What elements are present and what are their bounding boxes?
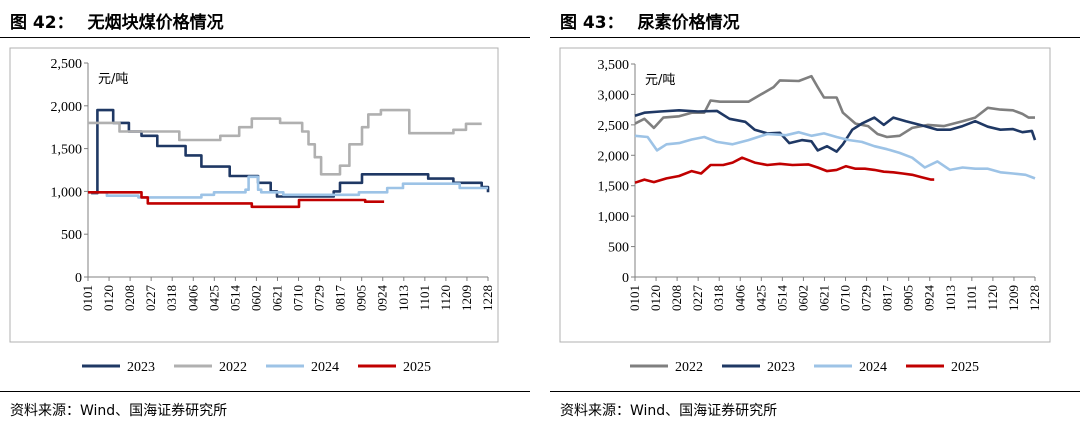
x-tick-label: 0208 <box>122 285 137 311</box>
legend-label-2022: 2022 <box>675 360 703 375</box>
series-line-2023 <box>634 109 1037 153</box>
y-tick-label: 1,000 <box>598 210 630 225</box>
y-tick-label: 1,000 <box>51 185 83 200</box>
y-tick-label: 2,000 <box>51 100 83 115</box>
figure-title: 图 42： 无烟块煤价格情况 <box>10 8 224 33</box>
x-tick-label: 0924 <box>922 285 937 312</box>
x-tick-label: 0710 <box>291 285 306 311</box>
legend-label-2025: 2025 <box>403 360 431 375</box>
x-tick-label: 0227 <box>690 285 705 312</box>
figure-caption: 无烟块煤价格情况 <box>87 13 224 33</box>
legend-label-2024: 2024 <box>311 360 339 375</box>
x-tick-label: 1120 <box>985 285 1000 311</box>
x-tick-label: 0602 <box>248 285 263 311</box>
top-rule <box>550 37 1080 38</box>
y-tick-label: 500 <box>608 241 629 256</box>
x-tick-label: 0905 <box>901 285 916 311</box>
x-tick-label: 0710 <box>838 285 853 311</box>
x-tick-label: 1228 <box>1027 285 1042 311</box>
x-tick-label: 0120 <box>101 285 116 311</box>
x-tick-label: 0817 <box>333 285 348 312</box>
x-tick-label: 0621 <box>269 285 284 311</box>
top-rule <box>0 37 530 38</box>
x-tick-label: 1013 <box>396 285 411 311</box>
x-tick-label: 0120 <box>648 285 663 311</box>
y-tick-label: 2,500 <box>598 119 630 134</box>
x-tick-label: 0514 <box>774 285 789 312</box>
legend-label-2023: 2023 <box>127 360 155 375</box>
x-tick-label: 0425 <box>753 285 768 311</box>
unit-label: 元/吨 <box>645 73 675 88</box>
series-line-2022 <box>634 74 1035 139</box>
series-line-2024 <box>634 130 1036 180</box>
x-tick-label: 0729 <box>312 285 327 311</box>
figure-number: 图 43： <box>560 13 624 33</box>
plot-frame <box>9 47 499 343</box>
source-note: 资料来源：Wind、国海证券研究所 <box>10 403 228 419</box>
legend-label-2025: 2025 <box>951 360 979 375</box>
bottom-rule <box>550 391 1080 392</box>
y-tick-label: 500 <box>61 228 82 243</box>
x-tick-label: 1120 <box>438 285 453 311</box>
legend-label-2023: 2023 <box>767 360 795 375</box>
x-tick-label: 0406 <box>185 285 200 312</box>
series-line-2022 <box>88 108 482 176</box>
x-tick-label: 0425 <box>206 285 221 311</box>
x-tick-label: 0602 <box>795 285 810 311</box>
x-tick-label: 0924 <box>375 285 390 312</box>
source-note: 资料来源：Wind、国海证券研究所 <box>560 403 778 419</box>
x-tick-label: 0227 <box>143 285 158 312</box>
unit-label: 元/吨 <box>98 72 128 87</box>
x-tick-label: 0101 <box>627 285 642 311</box>
legend-label-2022: 2022 <box>219 360 247 375</box>
x-tick-label: 1209 <box>459 285 474 311</box>
figure-caption: 尿素价格情况 <box>637 13 740 33</box>
x-tick-label: 1013 <box>943 285 958 311</box>
x-tick-label: 1228 <box>480 285 495 311</box>
x-tick-label: 0621 <box>816 285 831 311</box>
legend-label-2024: 2024 <box>859 360 887 375</box>
figure-42-panel: 图 42： 无烟块煤价格情况 2,500 2,000 1,500 1,000 500 0 01… <box>0 0 530 425</box>
x-tick-label: 1101 <box>964 285 979 311</box>
x-tick-label: 0817 <box>880 285 895 312</box>
x-tick-label: 0905 <box>354 285 369 311</box>
x-tick-label: 0318 <box>711 285 726 311</box>
y-tick-label: 0 <box>75 271 82 286</box>
y-tick-label: 3,000 <box>598 88 630 103</box>
x-tick-label: 1209 <box>1006 285 1021 311</box>
plot-frame <box>559 47 1051 343</box>
x-tick-label: 0208 <box>669 285 684 311</box>
x-tick-label: 0406 <box>732 285 747 312</box>
series-line-2024 <box>88 175 488 199</box>
x-tick-label: 0318 <box>164 285 179 311</box>
x-tick-label: 0101 <box>80 285 95 311</box>
x-tick-label: 0729 <box>859 285 874 311</box>
bottom-rule <box>0 391 530 392</box>
y-tick-label: 1,500 <box>51 143 83 158</box>
figure-title: 图 43： 尿素价格情况 <box>560 8 740 33</box>
y-tick-label: 0 <box>622 271 629 286</box>
x-tick-label: 1101 <box>417 285 432 311</box>
series-line-2025 <box>88 191 385 209</box>
x-tick-label: 0514 <box>227 285 242 312</box>
y-tick-label: 2,500 <box>51 57 83 72</box>
figure-number: 图 42： <box>10 13 74 33</box>
y-tick-label: 1,500 <box>598 180 630 195</box>
y-tick-label: 3,500 <box>598 58 630 73</box>
series-line-2025 <box>634 156 935 184</box>
figure-43-panel: 图 43： 尿素价格情况 3,500 3,000 2,500 2,000 1,500 1,0… <box>550 0 1080 425</box>
y-tick-label: 2,000 <box>598 149 630 164</box>
